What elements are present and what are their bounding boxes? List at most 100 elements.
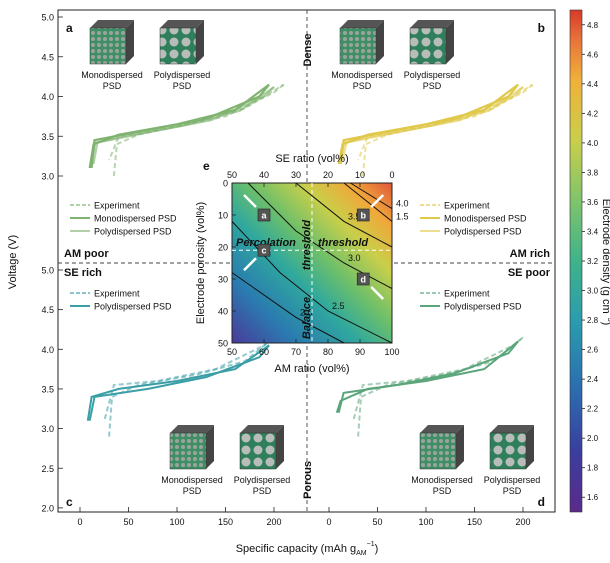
- psd-label: PSD: [433, 486, 452, 496]
- cube-side: [456, 425, 464, 469]
- contour-label: 3.0: [348, 253, 361, 263]
- colorbar-tick-label: 3.0: [587, 287, 599, 296]
- psd-label: Polydispersed: [484, 475, 541, 485]
- heatmap-bottom-tick-label: 90: [355, 347, 365, 357]
- polydispersed-curve: [92, 86, 275, 165]
- legend-label: Monodispersed PSD: [444, 214, 527, 224]
- heatmap-arrow: [370, 286, 385, 300]
- threshold-label: threshold: [318, 237, 368, 249]
- colorbar-tick-label: 4.2: [587, 109, 599, 118]
- heatmap-left-tick-label: 10: [218, 211, 228, 221]
- heatmap-arrow: [370, 194, 385, 208]
- cube-top: [490, 425, 534, 433]
- x-tick-label: 50: [123, 517, 133, 527]
- y-tick-label-bottom: 5.0: [41, 266, 54, 276]
- colorbar-tick-label: 3.8: [587, 168, 599, 177]
- heatmap-left-tick-label: 30: [218, 275, 228, 285]
- psd-label: Polydispersed: [234, 475, 291, 485]
- axes: 3.03.54.04.55.02.02.53.03.54.04.55.00 050…: [41, 13, 530, 528]
- cube-top: [90, 20, 134, 28]
- x-tick-label: 200: [515, 517, 530, 527]
- heatmap-top-tick-label: 40: [259, 170, 269, 180]
- heatmap-point-label: c: [261, 246, 266, 256]
- y-tick-label-bottom: 3.5: [41, 384, 54, 394]
- y-tick-label-top: 4.0: [41, 92, 54, 102]
- cube-top: [410, 20, 454, 28]
- heatmap-letter: e: [203, 159, 210, 173]
- heatmap-bottom-tick-label: 80: [323, 347, 333, 357]
- contour-label: 2.5: [332, 301, 345, 311]
- colorbar-tick-label: 2.4: [587, 375, 599, 384]
- monodispersed-curve: [90, 83, 270, 169]
- panel-letter-a: a: [66, 21, 73, 35]
- plot-frame: [57, 9, 556, 513]
- legend-label: Experiment: [94, 201, 140, 211]
- y-tick-label-top: 4.5: [41, 52, 54, 62]
- cube-side: [376, 20, 384, 64]
- x-tick-label: 50: [372, 517, 382, 527]
- experiment-curve: [103, 336, 275, 421]
- psd-label: PSD: [253, 486, 272, 496]
- heatmap-point-label: a: [261, 211, 267, 221]
- heatmap-bottom-tick-label: 100: [384, 347, 399, 357]
- contour-line: [295, 182, 393, 248]
- x-tick-label: 100: [418, 517, 433, 527]
- corner-label-am-rich: AM rich: [510, 248, 551, 260]
- cube-face: [339, 27, 377, 65]
- monodispersed-curve: [339, 83, 519, 165]
- psd-label: Monodispersed: [411, 475, 473, 485]
- colorbar-tick-label: 3.6: [587, 198, 599, 207]
- heatmap-left-tick-label: 50: [218, 339, 228, 349]
- heatmap-top-tick-label: 10: [355, 170, 365, 180]
- corner-label-am-poor: AM poor: [64, 248, 109, 260]
- contour-label: 3.5: [348, 211, 361, 221]
- legend-label: Polydispersed PSD: [94, 227, 172, 237]
- x-tick-label: 150: [218, 517, 233, 527]
- colorbar-tick-label: 4.6: [587, 50, 599, 59]
- colorbar-tick-label: 4.0: [587, 139, 599, 148]
- legend-label: Experiment: [444, 201, 490, 211]
- heatmap-bottom-axis-label: AM ratio (vol%): [274, 363, 349, 375]
- cube-top: [160, 20, 204, 28]
- legend-label: Polydispersed PSD: [444, 227, 522, 237]
- cube-face: [489, 432, 527, 470]
- psd-label: Polydispersed: [404, 70, 461, 80]
- heatmap-top-tick-label: 50: [227, 170, 237, 180]
- cube-top: [340, 20, 384, 28]
- legend-label: Polydispersed PSD: [444, 302, 522, 312]
- y-tick-label-top: 3.0: [41, 172, 54, 182]
- psd-label: Monodispersed: [161, 475, 223, 485]
- cube-side: [196, 20, 204, 64]
- x-axis-label: Specific capacity (mAh gAM−1): [236, 541, 379, 557]
- cube-top: [420, 425, 464, 433]
- y-tick-label-bottom: 2.0: [41, 503, 54, 513]
- heatmap-arrow: [243, 257, 257, 272]
- y-tick-label-bottom: 3.0: [41, 424, 54, 434]
- cube-face: [239, 432, 277, 470]
- heatmap-point-label: b: [360, 211, 366, 221]
- heatmap-left-tick-label: 0: [223, 179, 228, 189]
- corner-label-se-rich: SE rich: [64, 267, 102, 279]
- contour-line: [343, 182, 393, 222]
- psd-label: Monodispersed: [331, 70, 393, 80]
- contour-line: [231, 272, 345, 344]
- polydispersed-curve: [337, 340, 519, 413]
- dense-label: Dense: [302, 33, 314, 66]
- psd-label: PSD: [173, 81, 192, 91]
- contour-line: [350, 182, 393, 210]
- colorbar-bar: [569, 9, 583, 513]
- heatmap-arrow: [243, 194, 257, 208]
- cube-face: [89, 27, 127, 65]
- cube-face: [419, 432, 457, 470]
- psd-label: PSD: [503, 486, 522, 496]
- heatmap-top-tick-label: 20: [323, 170, 333, 180]
- heatmap-point-box: [257, 243, 271, 257]
- colorbar-tick-label: 2.2: [587, 405, 599, 414]
- psd-label: PSD: [423, 81, 442, 91]
- heatmap-point-box: [356, 272, 370, 286]
- heatmap-point-box: [257, 208, 271, 222]
- colorbar-tick-label: 2.6: [587, 346, 599, 355]
